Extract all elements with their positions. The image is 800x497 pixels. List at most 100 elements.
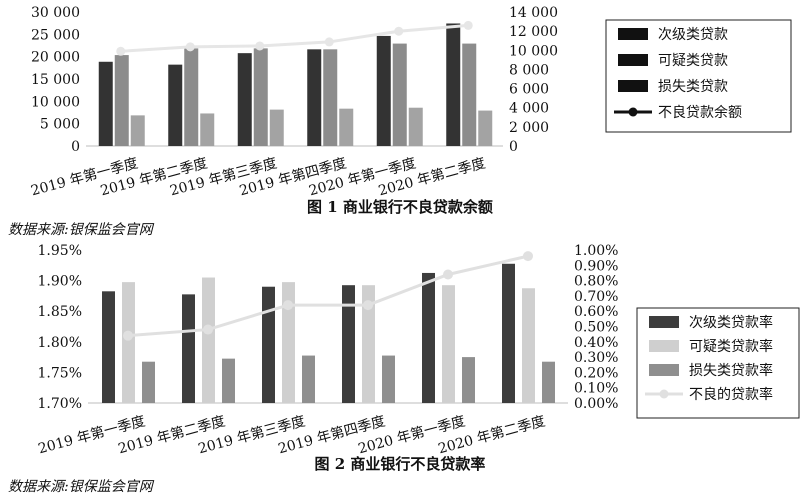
bar xyxy=(142,361,155,403)
line-point xyxy=(203,324,213,335)
bar xyxy=(323,49,338,147)
legend-label: 损失类贷款率 xyxy=(689,362,773,379)
y-left-tick-label: 1.80% xyxy=(38,335,82,351)
bar xyxy=(222,358,235,403)
bar xyxy=(342,285,355,403)
y-right-tick-label: 0.70% xyxy=(574,289,618,305)
line-point xyxy=(363,300,373,311)
line-point xyxy=(283,300,293,311)
y-right-tick-label: 4 000 xyxy=(509,101,549,117)
y-left-tick-label: 10 000 xyxy=(31,94,80,110)
bar xyxy=(200,113,215,146)
legend-swatch xyxy=(649,316,679,328)
line-point xyxy=(324,37,334,47)
bar xyxy=(122,282,135,403)
bar xyxy=(422,272,435,403)
legend-line-marker xyxy=(659,389,669,399)
bar xyxy=(408,107,423,146)
bar xyxy=(478,110,493,146)
y-right-tick-label: 6 000 xyxy=(509,82,549,98)
bar xyxy=(130,115,145,146)
bar xyxy=(182,294,195,403)
y-right-tick-label: 14 000 xyxy=(509,5,558,21)
y-right-tick-label: 0.90% xyxy=(574,258,618,274)
y-left-tick-label: 15 000 xyxy=(31,72,80,88)
bar xyxy=(114,55,129,147)
line-point xyxy=(255,41,265,51)
legend-label: 损失类贷款 xyxy=(658,79,728,95)
legend-label: 可疑类贷款 xyxy=(658,53,728,69)
line-point xyxy=(123,330,133,341)
y-left-tick-label: 5 000 xyxy=(40,117,80,133)
y-left-tick-label: 30 000 xyxy=(31,5,80,21)
y-left-tick-label: 1.75% xyxy=(38,365,82,381)
y-right-tick-label: 0 xyxy=(509,139,518,155)
legend-swatch xyxy=(649,364,679,376)
bar xyxy=(262,286,275,403)
bar xyxy=(392,43,407,147)
series-line xyxy=(120,23,469,53)
bar xyxy=(502,263,515,403)
legend-label: 次级类贷款率 xyxy=(689,314,773,331)
y-right-tick-label: 0.60% xyxy=(574,304,618,320)
legend-label: 可疑类贷款率 xyxy=(689,338,773,355)
y-left-tick-label: 1.70% xyxy=(38,396,82,412)
line-point xyxy=(185,42,195,52)
y-left-tick-label: 20 000 xyxy=(31,50,80,66)
bar xyxy=(542,361,555,403)
bar xyxy=(202,277,215,403)
y-right-tick-label: 0.50% xyxy=(574,320,618,336)
y-right-tick-label: 0.20% xyxy=(574,365,618,381)
bar xyxy=(462,43,477,147)
y-left-tick-label: 1.90% xyxy=(38,274,82,290)
bar xyxy=(339,108,354,146)
chart-1: 0 5 000 10 000 15 000 20 000 25 000 30 000 0 2 0… xyxy=(8,5,792,238)
chart-source: 数据来源:银保监会官网 xyxy=(8,222,155,238)
bar xyxy=(282,282,295,403)
bar xyxy=(446,23,461,146)
series-line xyxy=(127,254,529,338)
bar xyxy=(302,355,315,403)
legend-swatch xyxy=(618,28,648,40)
chart-source: 数据来源:银保监会官网 xyxy=(8,479,155,495)
y-right-tick-label: 0.40% xyxy=(574,335,618,351)
bar xyxy=(462,357,475,403)
bar xyxy=(307,49,322,147)
y-right-tick-label: 0.00% xyxy=(574,396,618,412)
legend-label: 不良贷款余额 xyxy=(658,104,742,121)
legend-line-marker xyxy=(628,107,638,117)
chart-2: 1.70% 1.75% 1.80% 1.85% 1.90% 1.95% 0.00%0.10%… xyxy=(8,243,800,495)
bar xyxy=(168,64,183,146)
y-right-tick-label: 2 000 xyxy=(509,120,549,136)
bar xyxy=(237,53,252,146)
bar xyxy=(102,291,115,403)
line-point xyxy=(116,46,126,56)
legend-swatch xyxy=(649,340,679,352)
bar xyxy=(382,355,395,403)
line-point xyxy=(394,26,404,36)
line-point xyxy=(463,20,473,30)
legend-label: 不良的贷款率 xyxy=(689,386,773,403)
bar xyxy=(362,285,375,403)
bar xyxy=(522,288,535,403)
chart-title: 图 1 商业银行不良贷款余额 xyxy=(307,198,493,216)
bar xyxy=(253,48,268,146)
y-right-tick-label: 0.80% xyxy=(574,274,618,290)
bar xyxy=(442,285,455,403)
y-right-tick-label: 0.30% xyxy=(574,350,618,366)
y-right-tick-label: 0.10% xyxy=(574,381,618,397)
legend-label: 次级类贷款 xyxy=(658,27,728,43)
line-point xyxy=(443,269,453,280)
y-left-tick-label: 25 000 xyxy=(31,27,80,43)
y-left-tick-label: 0 xyxy=(71,139,80,155)
y-left-tick-label: 1.85% xyxy=(38,304,82,320)
legend-swatch xyxy=(618,80,648,92)
bar xyxy=(184,48,199,146)
chart-title: 图 2 商业银行不良贷款率 xyxy=(315,455,486,473)
bar xyxy=(376,35,391,146)
bar xyxy=(269,109,284,146)
y-right-tick-label: 10 000 xyxy=(509,43,558,59)
line-point xyxy=(523,251,533,262)
y-right-tick-label: 1.00% xyxy=(574,243,618,259)
